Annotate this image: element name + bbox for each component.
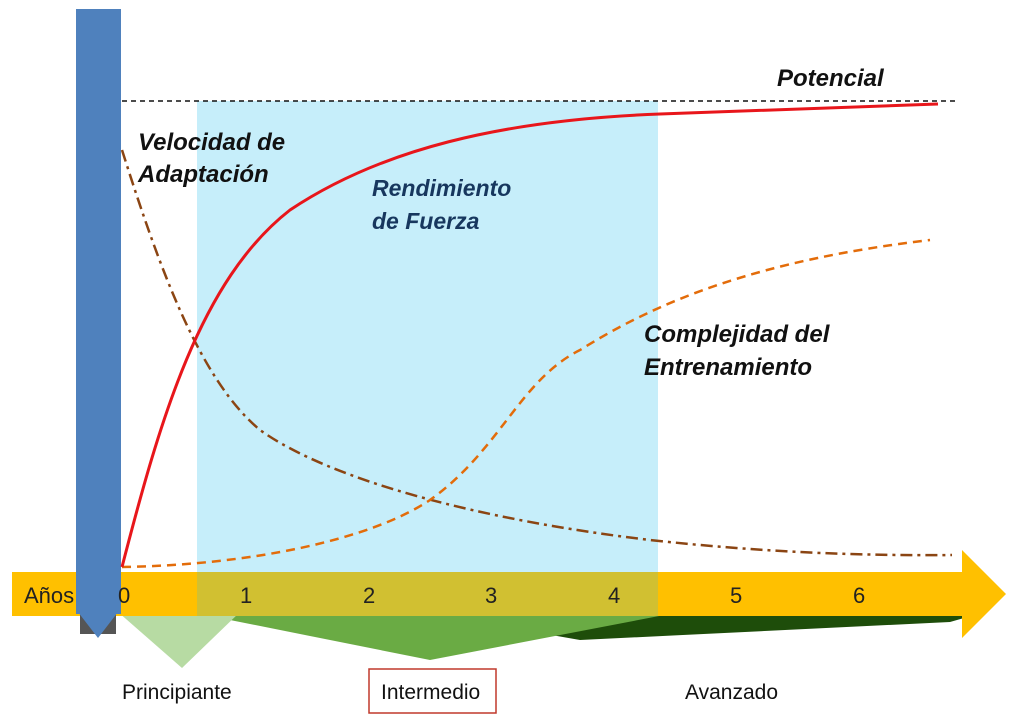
intermediate-box: [368, 668, 497, 714]
timeline-highlight-overlay: [197, 572, 658, 616]
strength-label-line2: de Fuerza: [372, 208, 480, 234]
adaptation-label-line2: Adaptación: [137, 161, 269, 188]
adaptation-label-line1: Velocidad de: [138, 129, 285, 156]
axis-label: Años: [24, 583, 74, 608]
intermediate-wedge: [190, 612, 680, 660]
axis-tick-5: 5: [730, 583, 742, 608]
axis-tick-2: 2: [363, 583, 375, 608]
complexity-label-line1: Complejidad del: [644, 321, 831, 348]
axis-tick-6: 6: [853, 583, 865, 608]
start-bar: [76, 9, 121, 614]
advanced-label: Avanzado: [685, 681, 778, 704]
axis-tick-0: 0: [118, 583, 130, 608]
potential-label: Potencial: [777, 65, 885, 92]
adaptation-speed-curve: [120, 149, 953, 557]
beginner-label: Principiante: [122, 681, 232, 704]
start-bar-point: [78, 612, 118, 638]
strength-label-line1: Rendimiento: [372, 175, 511, 201]
beginner-wedge: [118, 612, 240, 668]
axis-tick-3: 3: [485, 583, 497, 608]
strength-performance-curve: [120, 102, 939, 568]
complexity-label-line2: Entrenamiento: [644, 354, 812, 381]
intermediate-label: Intermedio: [381, 681, 480, 704]
axis-tick-1: 1: [240, 583, 252, 608]
axis-tick-4: 4: [608, 583, 620, 608]
training-complexity-curve: [121, 238, 931, 569]
